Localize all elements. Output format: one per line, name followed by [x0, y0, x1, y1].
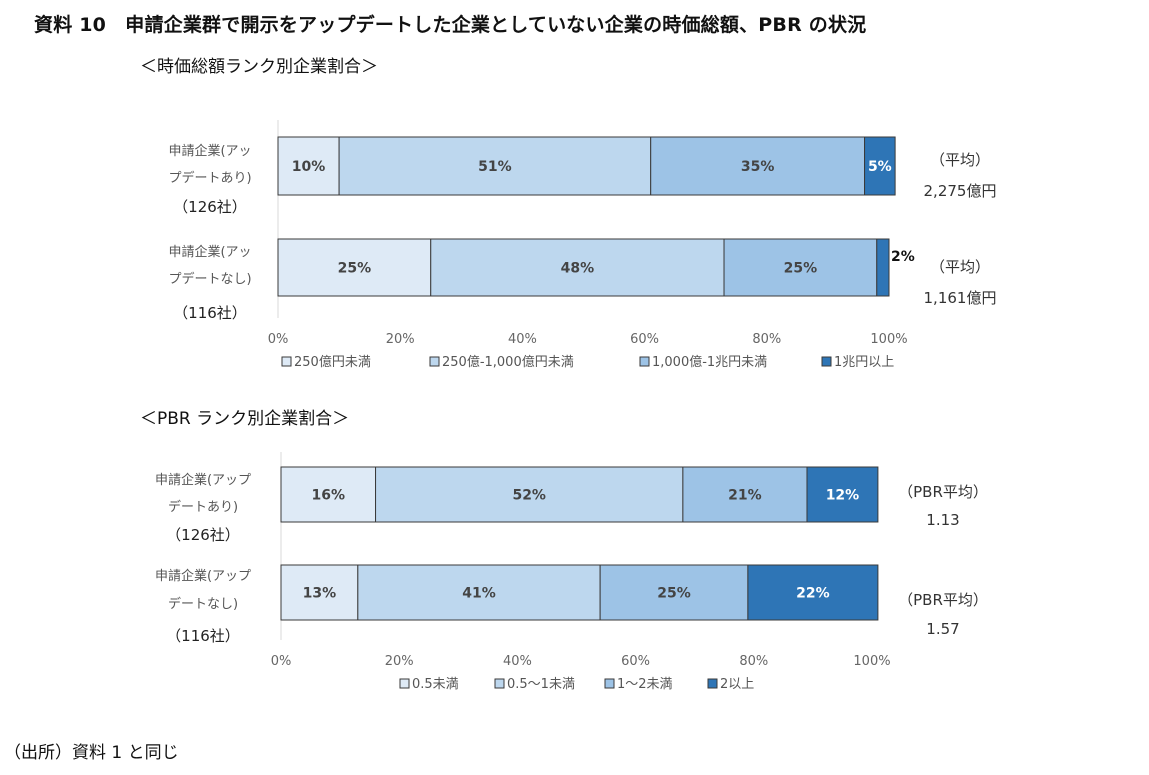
- side-note-value: 1.13: [926, 511, 959, 529]
- category-count: （126社）: [166, 526, 240, 544]
- x-tick-label: 0%: [271, 654, 292, 669]
- legend-swatch: [429, 356, 440, 367]
- legend-swatch: [281, 356, 292, 367]
- legend-swatch: [399, 678, 410, 689]
- data-label: 5%: [868, 159, 892, 175]
- data-label: 2%: [891, 249, 915, 265]
- legend-label: 2以上: [720, 677, 754, 692]
- data-label: 10%: [292, 159, 326, 175]
- data-label: 16%: [312, 488, 346, 504]
- legend-label: 1～2未満: [617, 677, 673, 692]
- legend-swatch: [639, 356, 650, 367]
- chart-subtitle-pbr: ＜PBR ランク別企業割合＞: [140, 409, 350, 429]
- bar-segment: [280, 564, 359, 621]
- legend-swatch: [604, 678, 615, 689]
- x-tick-label: 60%: [630, 332, 659, 347]
- data-label: 22%: [796, 586, 830, 602]
- bar-segment: [599, 564, 749, 621]
- category-label: 申請企業(アップ: [155, 472, 251, 488]
- bar-segment: [277, 136, 340, 196]
- category-label: プデートなし): [168, 271, 251, 287]
- legend-label: 0.5未満: [412, 677, 459, 692]
- data-label: 13%: [303, 586, 337, 602]
- x-tick-label: 80%: [739, 654, 768, 669]
- side-note-label: （PBR平均）: [898, 483, 988, 501]
- x-tick-label: 100%: [870, 332, 907, 347]
- bar-segment: [430, 238, 725, 297]
- side-note-value: 2,275億円: [924, 182, 997, 200]
- data-label: 35%: [741, 159, 775, 175]
- data-label: 48%: [561, 261, 595, 277]
- legend-swatch: [821, 356, 832, 367]
- data-label: 12%: [826, 488, 860, 504]
- side-note-label: （平均）: [930, 151, 990, 169]
- x-tick-label: 0%: [268, 332, 289, 347]
- side-note-value: 1.57: [926, 620, 959, 638]
- category-count: （116社）: [173, 304, 247, 322]
- legend-label: 0.5～1未満: [507, 677, 575, 692]
- bar-segment: [864, 136, 896, 196]
- data-label: 52%: [512, 488, 546, 504]
- bar-segment: [375, 466, 684, 523]
- category-label: 申請企業(アッ: [168, 244, 251, 260]
- category-count: （126社）: [173, 198, 247, 216]
- source-note: （出所）資料 1 と同じ: [4, 743, 179, 763]
- legend-label: 1,000億-1兆円未満: [652, 354, 767, 370]
- legend-swatch: [494, 678, 505, 689]
- bar-segment: [357, 564, 601, 621]
- category-count: （116社）: [166, 627, 240, 645]
- legend-label: 1兆円以上: [834, 355, 894, 370]
- x-tick-label: 100%: [853, 654, 890, 669]
- side-note-label: （PBR平均）: [898, 591, 988, 609]
- data-label: 41%: [462, 586, 496, 602]
- bar-segment: [747, 564, 879, 621]
- data-label: 51%: [478, 159, 512, 175]
- bar-segment: [277, 238, 432, 297]
- x-tick-label: 60%: [621, 654, 650, 669]
- bar-segment: [723, 238, 878, 297]
- data-label: 21%: [728, 488, 762, 504]
- page-title: 資料 10 申請企業群で開示をアップデートした企業としていない企業の時価総額、P…: [34, 14, 867, 36]
- category-label: プデートあり): [168, 170, 251, 186]
- legend-swatch: [707, 678, 718, 689]
- legend-label: 250億円未満: [294, 354, 371, 370]
- bar-segment: [876, 238, 890, 297]
- category-label: デートなし): [168, 596, 238, 612]
- data-label: 25%: [338, 261, 372, 277]
- side-note-label: （平均）: [930, 258, 990, 276]
- x-tick-label: 20%: [386, 332, 415, 347]
- category-label: 申請企業(アップ: [155, 568, 251, 584]
- x-tick-label: 40%: [503, 654, 532, 669]
- legend-label: 250億-1,000億円未満: [442, 354, 574, 370]
- data-label: 25%: [784, 261, 818, 277]
- side-note-value: 1,161億円: [924, 289, 997, 307]
- category-label: 申請企業(アッ: [168, 143, 251, 159]
- chart-subtitle-market-cap: ＜時価総額ランク別企業割合＞: [140, 57, 378, 77]
- data-label: 25%: [657, 586, 691, 602]
- bar-segment: [806, 466, 879, 523]
- x-tick-label: 20%: [385, 654, 414, 669]
- x-tick-label: 40%: [508, 332, 537, 347]
- category-label: デートあり): [168, 499, 238, 515]
- x-tick-label: 80%: [752, 332, 781, 347]
